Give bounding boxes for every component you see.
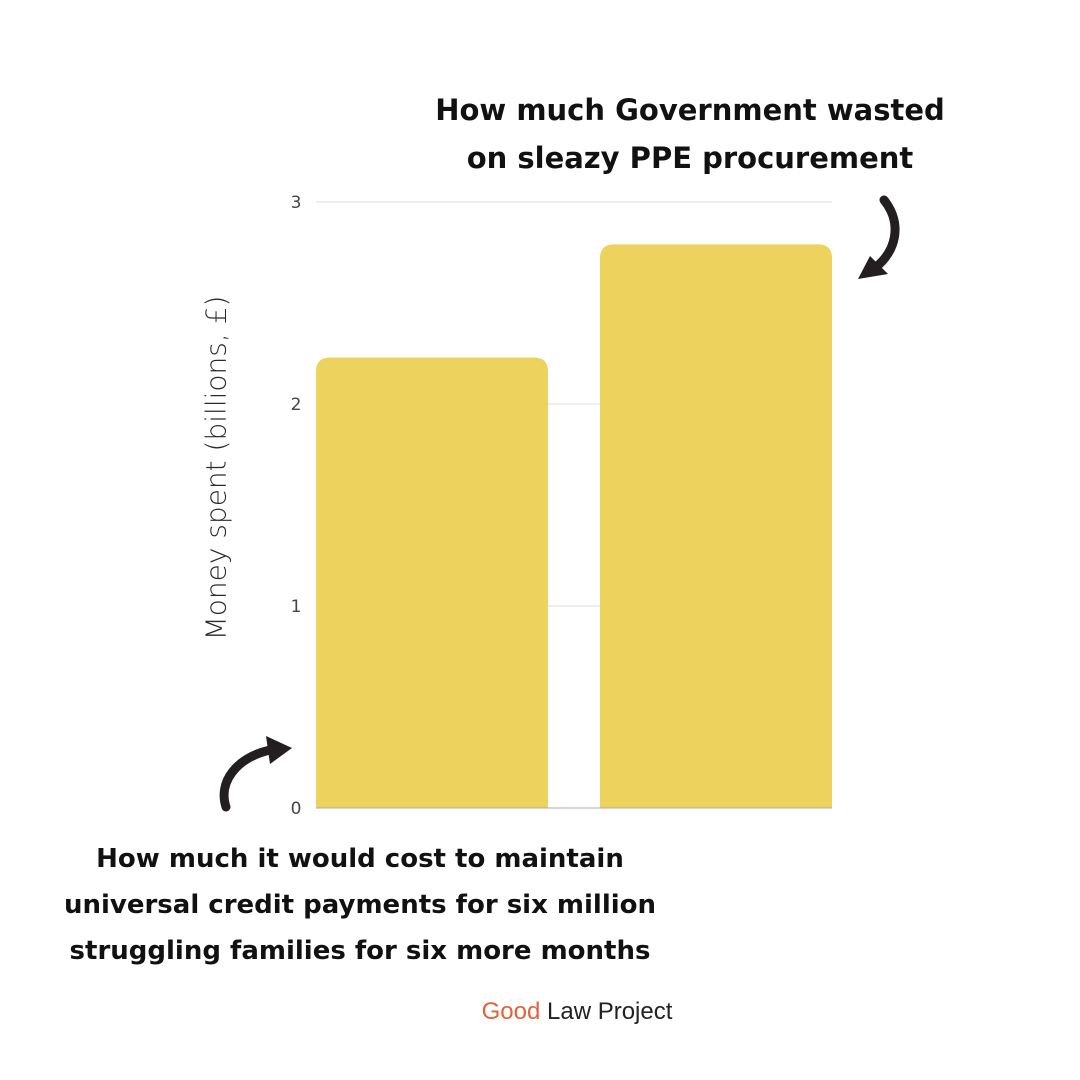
y-tick-labels: 0 1 2 3 [291,193,302,819]
y-tick-label-3: 3 [291,193,302,213]
brand-logo: Good Law Project [0,998,1080,1026]
brand-rest: Law Project [547,998,673,1025]
ppe-annotation-line-2: on sleazy PPE procurement [466,141,914,175]
arrow-to-universal-credit-bar-icon [219,736,292,812]
ppe-annotation: How much Government wasted on sleazy PPE… [398,86,982,182]
universal-credit-annotation-line-1: How much it would cost to maintain [96,844,624,874]
bar-1 [316,357,548,808]
ppe-annotation-line-1: How much Government wasted [435,93,945,127]
universal-credit-annotation-line-3: struggling families for six more months [69,936,651,966]
bar-2 [600,244,832,809]
y-tick-label-1: 1 [291,597,302,617]
bars [316,244,832,809]
y-tick-label-0: 0 [291,799,302,819]
y-axis-label: Money spent (billions, £) [199,295,233,641]
brand-first-word: Good [481,998,541,1025]
universal-credit-annotation: How much it would cost to maintain unive… [30,836,690,974]
arrow-to-ppe-bar-icon [858,195,900,279]
universal-credit-annotation-line-2: universal credit payments for six millio… [63,890,657,920]
y-tick-label-2: 2 [291,395,302,415]
